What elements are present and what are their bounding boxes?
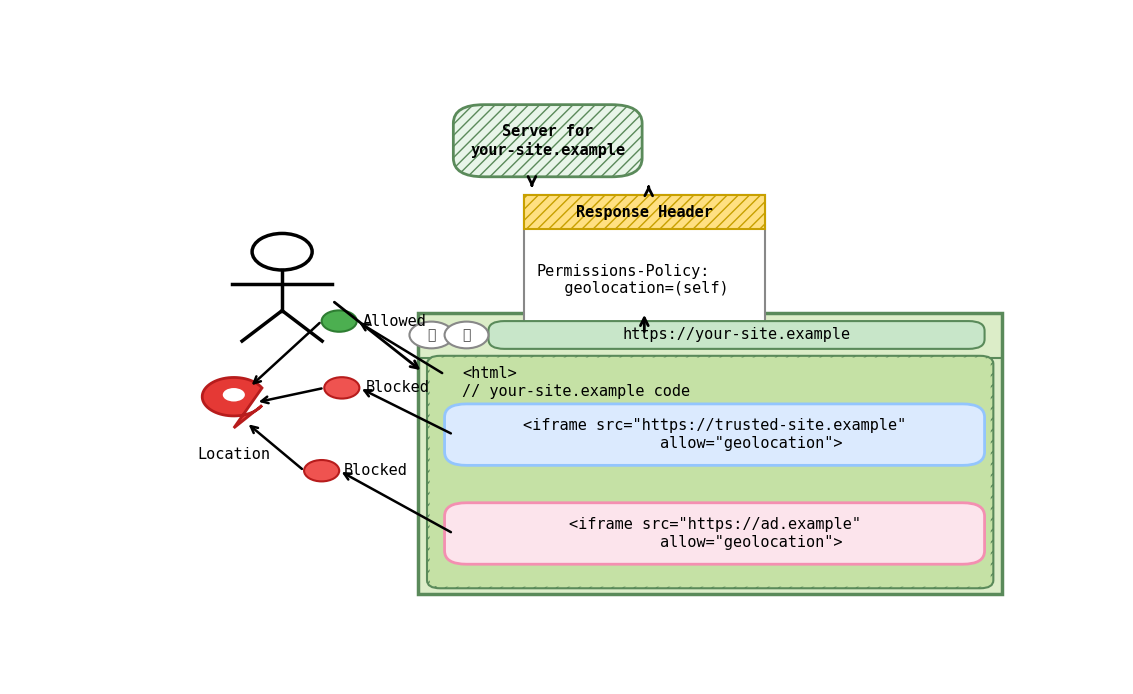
Text: ⏩: ⏩	[462, 328, 470, 342]
Text: Allowed: Allowed	[363, 314, 427, 328]
Text: <iframe src="https://ad.example"
        allow="geolocation">: <iframe src="https://ad.example" allow="…	[569, 517, 861, 550]
Circle shape	[444, 321, 488, 348]
Text: Response Header: Response Header	[576, 205, 713, 219]
Text: Server for
your-site.example: Server for your-site.example	[470, 124, 625, 158]
Text: Blocked: Blocked	[343, 463, 408, 478]
Circle shape	[304, 460, 339, 482]
Text: Permissions-Policy:
   geolocation=(self): Permissions-Policy: geolocation=(self)	[537, 264, 729, 296]
Circle shape	[322, 310, 357, 332]
Circle shape	[223, 388, 245, 402]
PathPatch shape	[203, 378, 262, 428]
Text: https://your-site.example: https://your-site.example	[622, 328, 851, 342]
FancyBboxPatch shape	[488, 321, 985, 349]
Circle shape	[324, 378, 359, 398]
FancyBboxPatch shape	[427, 356, 994, 589]
FancyBboxPatch shape	[429, 357, 990, 586]
Text: <html>
// your-site.example code: <html> // your-site.example code	[462, 366, 690, 399]
FancyBboxPatch shape	[453, 105, 642, 177]
Text: Location: Location	[197, 447, 271, 462]
FancyBboxPatch shape	[444, 404, 985, 466]
FancyBboxPatch shape	[523, 196, 765, 332]
FancyBboxPatch shape	[523, 196, 765, 228]
FancyBboxPatch shape	[444, 502, 985, 564]
Text: Blocked: Blocked	[366, 380, 429, 396]
Text: <iframe src="https://trusted-site.example"
        allow="geolocation">: <iframe src="https://trusted-site.exampl…	[523, 418, 906, 451]
FancyBboxPatch shape	[418, 313, 1003, 593]
Text: ⏪: ⏪	[427, 328, 435, 342]
Circle shape	[409, 321, 453, 348]
